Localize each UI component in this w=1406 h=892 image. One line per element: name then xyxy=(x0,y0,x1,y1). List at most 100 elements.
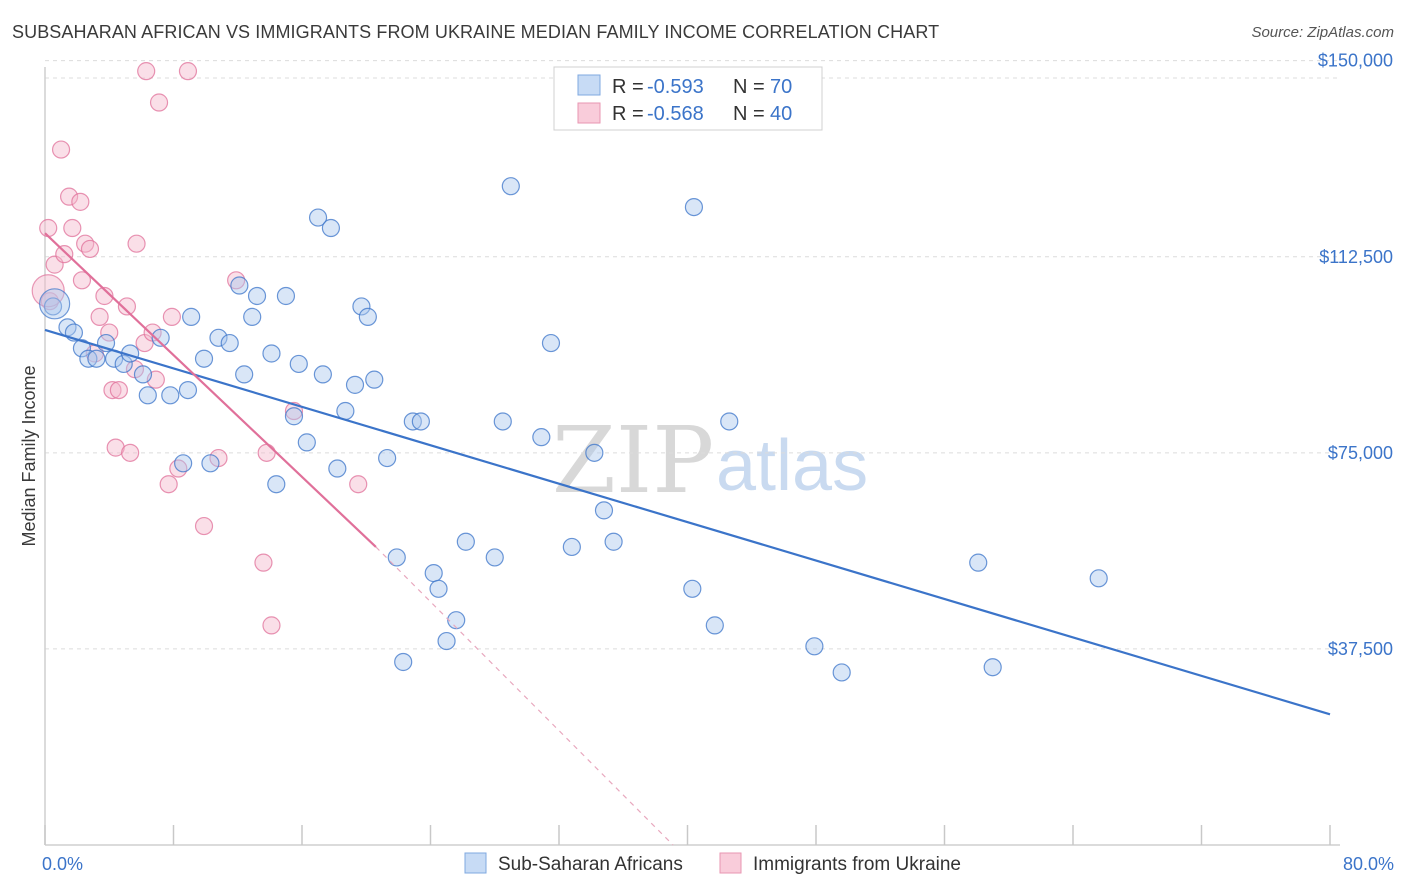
point-ukraine xyxy=(262,616,281,635)
point-ukraine xyxy=(80,239,100,259)
point-sub-saharan xyxy=(209,328,228,347)
point-sub-saharan xyxy=(201,454,220,473)
point-sub-saharan xyxy=(394,652,413,672)
point-sub-saharan xyxy=(447,611,466,630)
legend-top-n-value-1: 70 xyxy=(770,76,792,98)
point-sub-saharan xyxy=(358,307,377,326)
point-sub-saharan xyxy=(485,548,504,567)
legend-bottom-swatch-blue xyxy=(464,852,487,874)
point-ukraine xyxy=(51,140,71,159)
legend-top-n-label-2: N = xyxy=(733,103,765,125)
point-ukraine xyxy=(162,307,181,326)
point-sub-saharan xyxy=(243,307,262,326)
point-sub-saharan xyxy=(276,286,296,306)
x-tick-label-min: 0.0% xyxy=(42,854,83,874)
point-sub-saharan xyxy=(289,354,308,374)
point-ukraine xyxy=(55,245,74,264)
trend-line-ukraine-extension xyxy=(375,546,674,846)
legend-top-r-value-2: -0.568 xyxy=(647,103,704,125)
point-sub-saharan xyxy=(365,370,384,389)
point-sub-saharan xyxy=(683,579,702,598)
point-sub-saharan xyxy=(194,349,214,368)
point-sub-saharan xyxy=(352,297,371,316)
point-sub-saharan xyxy=(267,475,286,494)
y-tick-label: $150,000 xyxy=(1318,51,1393,71)
legend-top-n-label-1: N = xyxy=(733,76,765,98)
point-sub-saharan xyxy=(805,637,824,656)
chart-source: Source: ZipAtlas.com xyxy=(1251,24,1394,41)
point-sub-saharan xyxy=(832,663,851,682)
legend-top-n-value-2: 40 xyxy=(770,103,792,125)
point-sub-saharan xyxy=(138,386,157,405)
point-ukraine xyxy=(254,553,273,572)
point-sub-saharan xyxy=(532,428,551,447)
series-sub-saharan-africans xyxy=(39,177,1108,682)
point-sub-saharan xyxy=(705,616,724,635)
point-sub-saharan xyxy=(161,386,180,405)
point-ukraine xyxy=(178,62,198,81)
point-ukraine xyxy=(121,443,140,462)
point-ukraine xyxy=(100,323,119,342)
point-ukraine xyxy=(127,234,146,253)
point-sub-saharan xyxy=(562,537,581,557)
legend-top-r-label-1: R = xyxy=(612,76,644,98)
legend-bottom: Sub-Saharan Africans Immigrants from Ukr… xyxy=(464,852,961,875)
trend-line-sub-saharan xyxy=(44,328,1331,716)
point-sub-saharan xyxy=(262,344,281,363)
point-ukraine xyxy=(194,516,214,536)
point-ukraine xyxy=(39,218,58,238)
point-sub-saharan xyxy=(720,412,739,431)
point-sub-saharan xyxy=(378,448,397,468)
x-ticks xyxy=(44,825,1331,845)
point-ukraine xyxy=(63,218,82,238)
y-tick-label: $37,500 xyxy=(1328,639,1393,659)
series-immigrants-from-ukraine xyxy=(31,62,368,635)
point-sub-saharan xyxy=(594,501,614,520)
chart-title: SUBSAHARAN AFRICAN VS IMMIGRANTS FROM UK… xyxy=(12,22,940,42)
y-tick-label: $112,500 xyxy=(1319,247,1393,267)
point-sub-saharan xyxy=(235,365,254,384)
point-sub-saharan xyxy=(328,459,347,478)
point-ukraine xyxy=(59,187,79,206)
point-sub-saharan xyxy=(983,658,1002,677)
point-ukraine xyxy=(103,380,122,400)
point-sub-saharan xyxy=(297,433,316,452)
point-ukraine xyxy=(227,271,246,290)
point-sub-saharan xyxy=(429,579,448,598)
point-sub-saharan xyxy=(969,553,988,572)
point-sub-saharan xyxy=(321,218,341,238)
point-sub-saharan xyxy=(437,631,456,651)
point-sub-saharan xyxy=(501,177,520,196)
point-sub-saharan xyxy=(247,286,267,306)
legend-top-r-value-1: -0.593 xyxy=(647,76,704,98)
point-ukraine xyxy=(117,297,137,316)
point-ukraine xyxy=(95,286,114,306)
point-sub-saharan xyxy=(133,365,153,384)
legend-bottom-swatch-pink xyxy=(719,852,742,874)
x-tick-label-max: 80.0% xyxy=(1343,854,1394,874)
point-ukraine xyxy=(76,234,95,253)
legend-bottom-label-pink: Immigrants from Ukraine xyxy=(753,854,961,875)
axes xyxy=(44,67,1340,846)
point-sub-saharan xyxy=(43,297,63,316)
point-sub-saharan xyxy=(308,208,328,227)
point-ukraine xyxy=(90,307,109,326)
point-sub-saharan xyxy=(114,354,133,374)
point-ukraine xyxy=(349,475,368,494)
point-sub-saharan xyxy=(493,412,512,431)
point-sub-saharan xyxy=(387,548,406,567)
point-sub-saharan xyxy=(151,328,170,347)
point-sub-saharan xyxy=(230,276,249,295)
point-ukraine xyxy=(149,93,169,112)
watermark-zip: ZIP xyxy=(552,407,714,514)
point-ukraine xyxy=(169,459,188,478)
point-ukraine xyxy=(72,271,92,290)
point-sub-saharan xyxy=(182,307,201,326)
legend-top-swatch-blue xyxy=(577,74,601,96)
point-ukraine xyxy=(71,192,90,211)
point-sub-saharan xyxy=(345,375,365,394)
y-tick-labels: $37,500 $75,000 $112,500 $150,000 xyxy=(1318,51,1393,659)
point-sub-saharan xyxy=(424,564,443,583)
point-ukraine xyxy=(257,443,276,462)
